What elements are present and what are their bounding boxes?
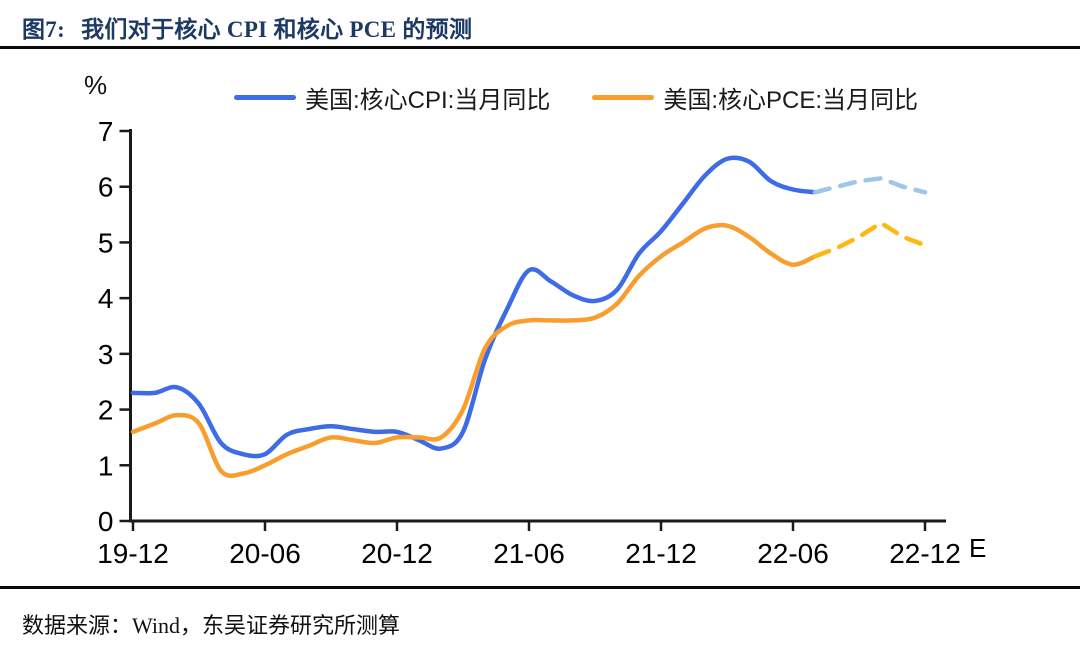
- pce-line-swatch: [592, 94, 655, 100]
- y-tick-label: 2: [98, 395, 114, 426]
- x-tick-label: 21-12: [625, 538, 697, 569]
- forecast-suffix-label: E: [969, 533, 986, 563]
- figure-number: 图7:: [22, 17, 66, 42]
- y-tick-label: 5: [98, 227, 114, 258]
- pce-actual-line: [130, 222, 818, 478]
- cpi-forecast-line: [812, 176, 928, 195]
- x-tick-label: 19-12: [97, 538, 169, 569]
- y-tick-label: 0: [98, 506, 114, 537]
- x-tick-label: 22-12: [889, 538, 961, 569]
- data-source: 数据来源：Wind，东吴证券研究所测算: [22, 613, 400, 638]
- y-tick-label: 3: [98, 339, 114, 370]
- line-chart: E 0 1 2 3 4 5 6 7 19-12 20-06 20-12 21-06 21-12 22-06…: [97, 120, 986, 569]
- x-tick-label: 20-06: [229, 538, 301, 569]
- top-divider: [0, 46, 1080, 49]
- legend-label-pce: 美国:核心PCE:当月同比: [663, 86, 919, 114]
- y-axis-unit-label: %: [84, 70, 108, 100]
- x-tick-label: 20-12: [361, 538, 433, 569]
- chart-legend: 美国:核心CPI:当月同比 美国:核心PCE:当月同比: [0, 80, 1080, 115]
- x-tick-label: 22-06: [757, 538, 829, 569]
- bottom-divider: [0, 586, 1080, 589]
- cpi-actual-line: [130, 155, 818, 459]
- pce-forecast-line: [812, 220, 928, 259]
- x-tick-label: 21-06: [493, 538, 565, 569]
- y-tick-label: 1: [98, 450, 114, 481]
- legend-label-cpi: 美国:核心CPI:当月同比: [304, 86, 551, 114]
- y-tick-label: 7: [98, 120, 114, 147]
- cpi-line-swatch: [233, 94, 296, 100]
- figure-title-text: 我们对于核心 CPI 和核心 PCE 的预测: [81, 17, 473, 42]
- y-tick-label: 6: [98, 172, 114, 203]
- figure-title: 图7: 我们对于核心 CPI 和核心 PCE 的预测: [22, 10, 472, 44]
- legend-item-pce: 美国:核心PCE:当月同比: [592, 80, 918, 115]
- y-tick-label: 4: [98, 283, 114, 314]
- legend-item-cpi: 美国:核心CPI:当月同比: [233, 80, 551, 115]
